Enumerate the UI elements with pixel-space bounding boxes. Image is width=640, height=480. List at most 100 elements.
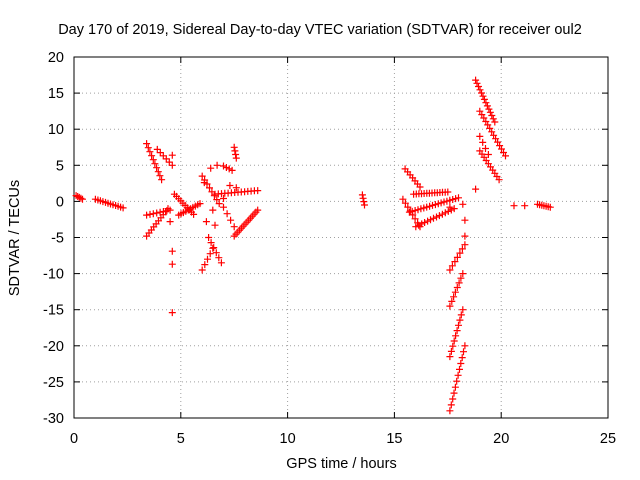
data-point — [483, 102, 491, 110]
data-point — [254, 206, 262, 214]
data-point — [168, 260, 176, 268]
data-point — [148, 152, 156, 160]
data-point — [427, 216, 434, 224]
data-point — [452, 332, 460, 340]
data-point — [521, 202, 529, 210]
data-point — [119, 204, 127, 212]
data-point — [453, 284, 461, 291]
data-point — [227, 216, 235, 224]
y-tick-label: -10 — [43, 267, 64, 283]
data-point — [201, 261, 209, 269]
data-point — [485, 105, 493, 113]
y-tick-label: 10 — [48, 122, 64, 138]
data-point — [447, 347, 455, 355]
data-point — [461, 241, 469, 249]
data-point — [456, 249, 464, 257]
data-point — [446, 266, 454, 274]
data-point — [457, 274, 465, 282]
data-point — [446, 407, 454, 415]
data-point — [206, 184, 213, 192]
x-axis-label: GPS time / hours — [286, 456, 397, 472]
data-point — [158, 176, 166, 184]
data-point — [143, 211, 151, 219]
data-point — [430, 214, 437, 222]
data-point — [444, 207, 452, 215]
x-tick-label: 25 — [600, 431, 616, 447]
data-point — [457, 311, 465, 319]
data-point — [209, 244, 217, 252]
data-point — [146, 148, 154, 156]
data-point — [450, 389, 458, 397]
data-point — [411, 215, 419, 223]
data-point — [215, 254, 223, 262]
data-point — [168, 309, 176, 317]
data-point — [482, 99, 490, 107]
data-point — [458, 245, 466, 253]
data-point — [202, 218, 210, 226]
data-point — [361, 201, 368, 209]
data-point — [454, 371, 462, 379]
data-point — [453, 377, 461, 385]
data-point — [448, 297, 456, 305]
data-point — [486, 108, 494, 116]
data-point — [476, 132, 484, 140]
data-point — [447, 401, 455, 409]
data-point — [220, 203, 227, 211]
data-point — [168, 247, 176, 255]
data-point — [421, 219, 429, 226]
data-point — [209, 206, 217, 214]
data-point — [232, 154, 240, 162]
data-point — [230, 143, 238, 151]
data-point — [198, 266, 206, 274]
data-point — [546, 203, 554, 211]
y-tick-label: -25 — [43, 375, 64, 391]
data-point — [153, 164, 161, 172]
data-point — [453, 327, 461, 335]
data-point — [441, 209, 449, 217]
data-point — [461, 342, 469, 350]
data-point — [215, 200, 223, 208]
data-point — [226, 182, 234, 189]
data-point — [200, 179, 208, 187]
data-point — [360, 198, 368, 206]
data-point — [149, 210, 157, 218]
data-point — [254, 187, 262, 195]
x-tick-label: 0 — [70, 431, 78, 447]
data-point — [456, 365, 463, 373]
data-point — [502, 152, 509, 160]
data-point — [479, 138, 487, 146]
data-point — [168, 151, 176, 159]
data-point — [75, 193, 83, 201]
data-point — [459, 270, 467, 278]
y-tick-label: 5 — [56, 158, 64, 174]
data-point — [479, 92, 487, 100]
data-point — [491, 118, 499, 126]
data-point — [451, 383, 459, 391]
data-point — [472, 76, 480, 84]
data-point — [446, 353, 454, 361]
data-point — [153, 209, 161, 217]
data-point — [217, 259, 225, 267]
data-point — [478, 89, 485, 97]
data-point — [399, 195, 407, 203]
data-point — [482, 145, 489, 152]
data-point — [207, 239, 215, 247]
data-point — [79, 195, 86, 203]
y-tick-label: -30 — [43, 411, 64, 427]
data-point — [461, 216, 469, 224]
data-point — [232, 151, 240, 158]
data-point — [232, 184, 240, 192]
data-point — [450, 337, 458, 345]
data-point — [459, 200, 467, 208]
data-point — [455, 194, 462, 202]
data-point — [461, 232, 469, 240]
y-tick-label: -15 — [43, 303, 64, 319]
chart-title: Day 170 of 2019, Sidereal Day-to-day VTE… — [58, 22, 582, 38]
data-point — [435, 212, 443, 220]
data-point — [459, 306, 467, 314]
data-point — [220, 195, 227, 202]
data-point — [450, 205, 458, 213]
data-point — [162, 155, 170, 163]
y-tick-label: 15 — [48, 86, 64, 102]
